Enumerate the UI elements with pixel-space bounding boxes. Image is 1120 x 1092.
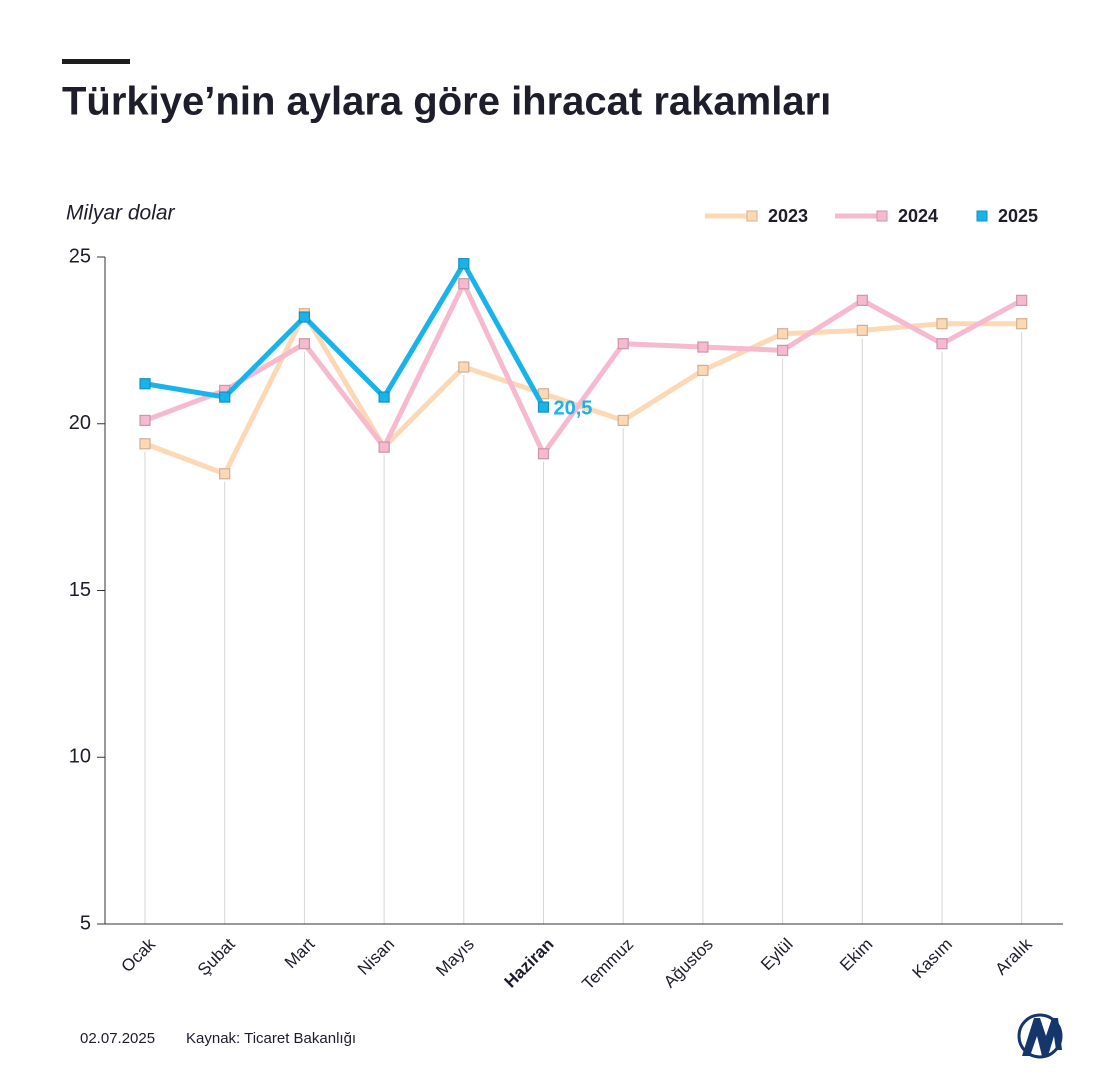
header-bar — [62, 59, 130, 64]
point — [378, 441, 390, 453]
point — [139, 414, 151, 427]
legend-marker — [976, 210, 988, 222]
x-tick-label: Nisan — [354, 935, 398, 979]
point — [856, 294, 868, 306]
point — [537, 401, 550, 413]
point — [936, 318, 948, 330]
x-tick-label: Haziran — [501, 935, 558, 992]
point — [458, 361, 470, 373]
point — [298, 311, 310, 323]
point — [298, 338, 310, 350]
y-tick-label: 10 — [69, 746, 91, 768]
point — [1016, 294, 1028, 306]
point — [537, 448, 550, 460]
data-label: 20,5 — [554, 397, 593, 419]
source: Kaynak: Ticaret Bakanlığı — [186, 1030, 356, 1047]
x-tick-label: Ağustos — [660, 935, 717, 992]
point — [458, 258, 470, 270]
point — [617, 414, 629, 427]
legend-marker — [876, 210, 888, 222]
x-tick-label: Mart — [281, 934, 319, 972]
y-tick-label: 5 — [80, 912, 91, 934]
x-tick-label: Ekim — [836, 935, 876, 975]
y-tick-label: 20 — [69, 412, 91, 434]
point — [219, 391, 231, 403]
point — [378, 391, 390, 403]
date: 02.07.2025 — [80, 1030, 155, 1047]
point — [617, 338, 629, 350]
x-tick-label: Eylül — [757, 935, 796, 974]
point — [1016, 318, 1028, 330]
legend-label: 2024 — [898, 206, 938, 226]
legend-label: 2023 — [768, 206, 808, 226]
x-tick-label: Mayıs — [432, 935, 477, 980]
x-tick-label: Şubat — [194, 934, 239, 979]
series-line — [144, 261, 546, 409]
point — [139, 378, 151, 390]
x-tick-label: Kasım — [908, 935, 956, 983]
legend-marker — [746, 210, 758, 222]
y-tick-label: 25 — [69, 245, 91, 267]
point — [139, 438, 151, 450]
y-axis-label: Milyar dolar — [66, 202, 176, 225]
point — [458, 278, 470, 290]
point — [856, 324, 868, 336]
point — [776, 328, 789, 340]
legend-label: 2025 — [998, 206, 1038, 226]
point — [697, 364, 709, 376]
point — [776, 344, 789, 356]
series-line — [144, 311, 1022, 477]
point — [697, 341, 709, 353]
chart-title: Türkiye’nin aylara göre ihracat rakamlar… — [62, 80, 831, 124]
point — [219, 468, 231, 480]
x-tick-label: Ocak — [118, 934, 160, 976]
x-tick-label: Temmuz — [578, 935, 637, 994]
x-tick-label: Aralık — [992, 934, 1037, 979]
logo — [1017, 1013, 1063, 1059]
series-line — [144, 281, 1023, 457]
point — [936, 338, 948, 350]
y-tick-label: 15 — [69, 579, 91, 601]
